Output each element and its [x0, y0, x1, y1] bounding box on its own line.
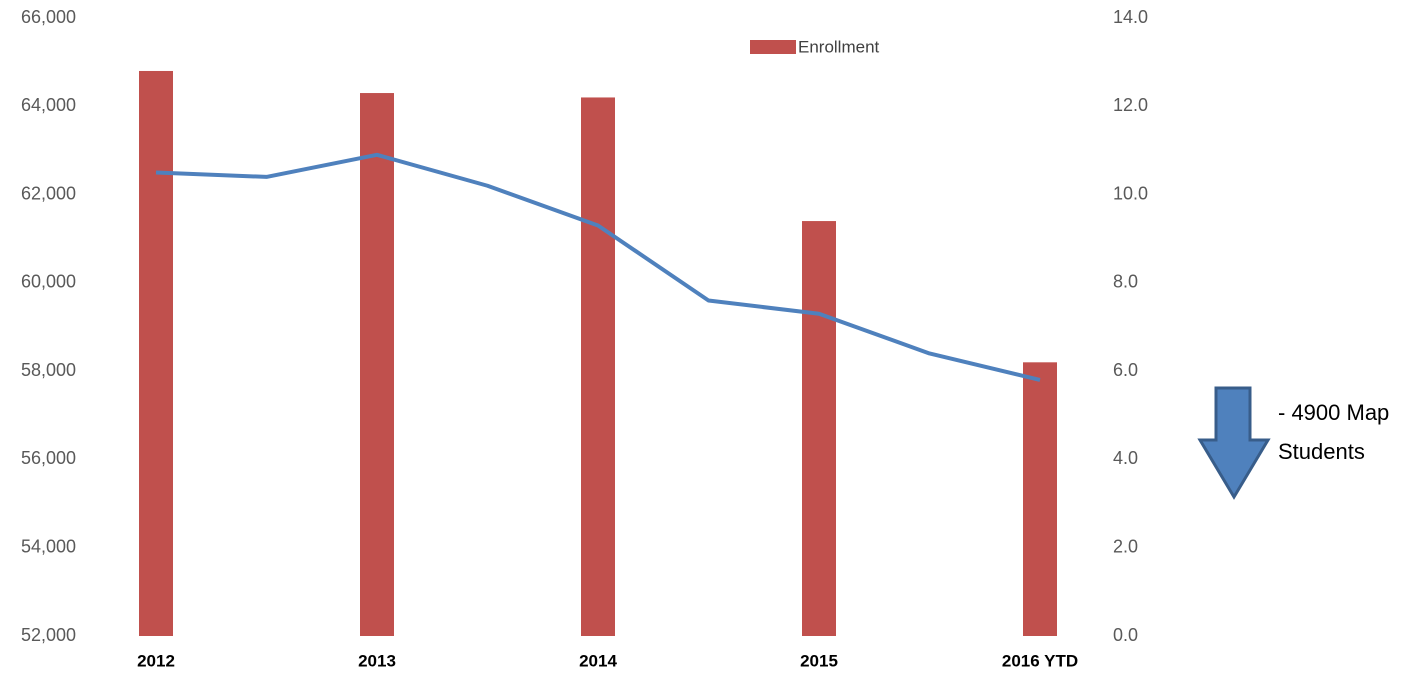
y2-tick-label: 0.0: [1113, 625, 1138, 645]
annotation: - 4900 Map: [1278, 400, 1389, 425]
y-tick-label: 64,000: [21, 95, 76, 115]
bar: [139, 70, 173, 636]
legend-swatch: [750, 40, 796, 54]
bar: [1023, 362, 1057, 636]
y2-tick-label: 8.0: [1113, 272, 1138, 292]
y2-tick-label: 14.0: [1113, 7, 1148, 27]
x-tick-label: 2014: [579, 651, 617, 670]
y-tick-label: 62,000: [21, 183, 76, 203]
y2-tick-label: 2.0: [1113, 536, 1138, 556]
bar: [802, 221, 836, 637]
y-tick-label: 56,000: [21, 448, 76, 468]
legend-label: Enrollment: [798, 37, 880, 56]
bar: [581, 97, 615, 636]
x-tick-label: 2013: [358, 651, 396, 670]
y2-tick-label: 12.0: [1113, 95, 1148, 115]
annotation: Students: [1278, 439, 1365, 464]
y-tick-label: 54,000: [21, 536, 76, 556]
y2-tick-label: 6.0: [1113, 360, 1138, 380]
x-tick-label: 2016 YTD: [1002, 651, 1078, 670]
bar: [360, 93, 394, 637]
y-tick-label: 58,000: [21, 360, 76, 380]
x-tick-label: 2012: [137, 651, 175, 670]
y-tick-label: 52,000: [21, 625, 76, 645]
y2-tick-label: 4.0: [1113, 448, 1138, 468]
down-arrow: [1197, 386, 1271, 500]
y-tick-label: 66,000: [21, 7, 76, 27]
x-tick-label: 2015: [800, 651, 838, 670]
y2-tick-label: 10.0: [1113, 183, 1148, 203]
line: [155, 152, 1041, 382]
y-tick-label: 60,000: [21, 272, 76, 292]
